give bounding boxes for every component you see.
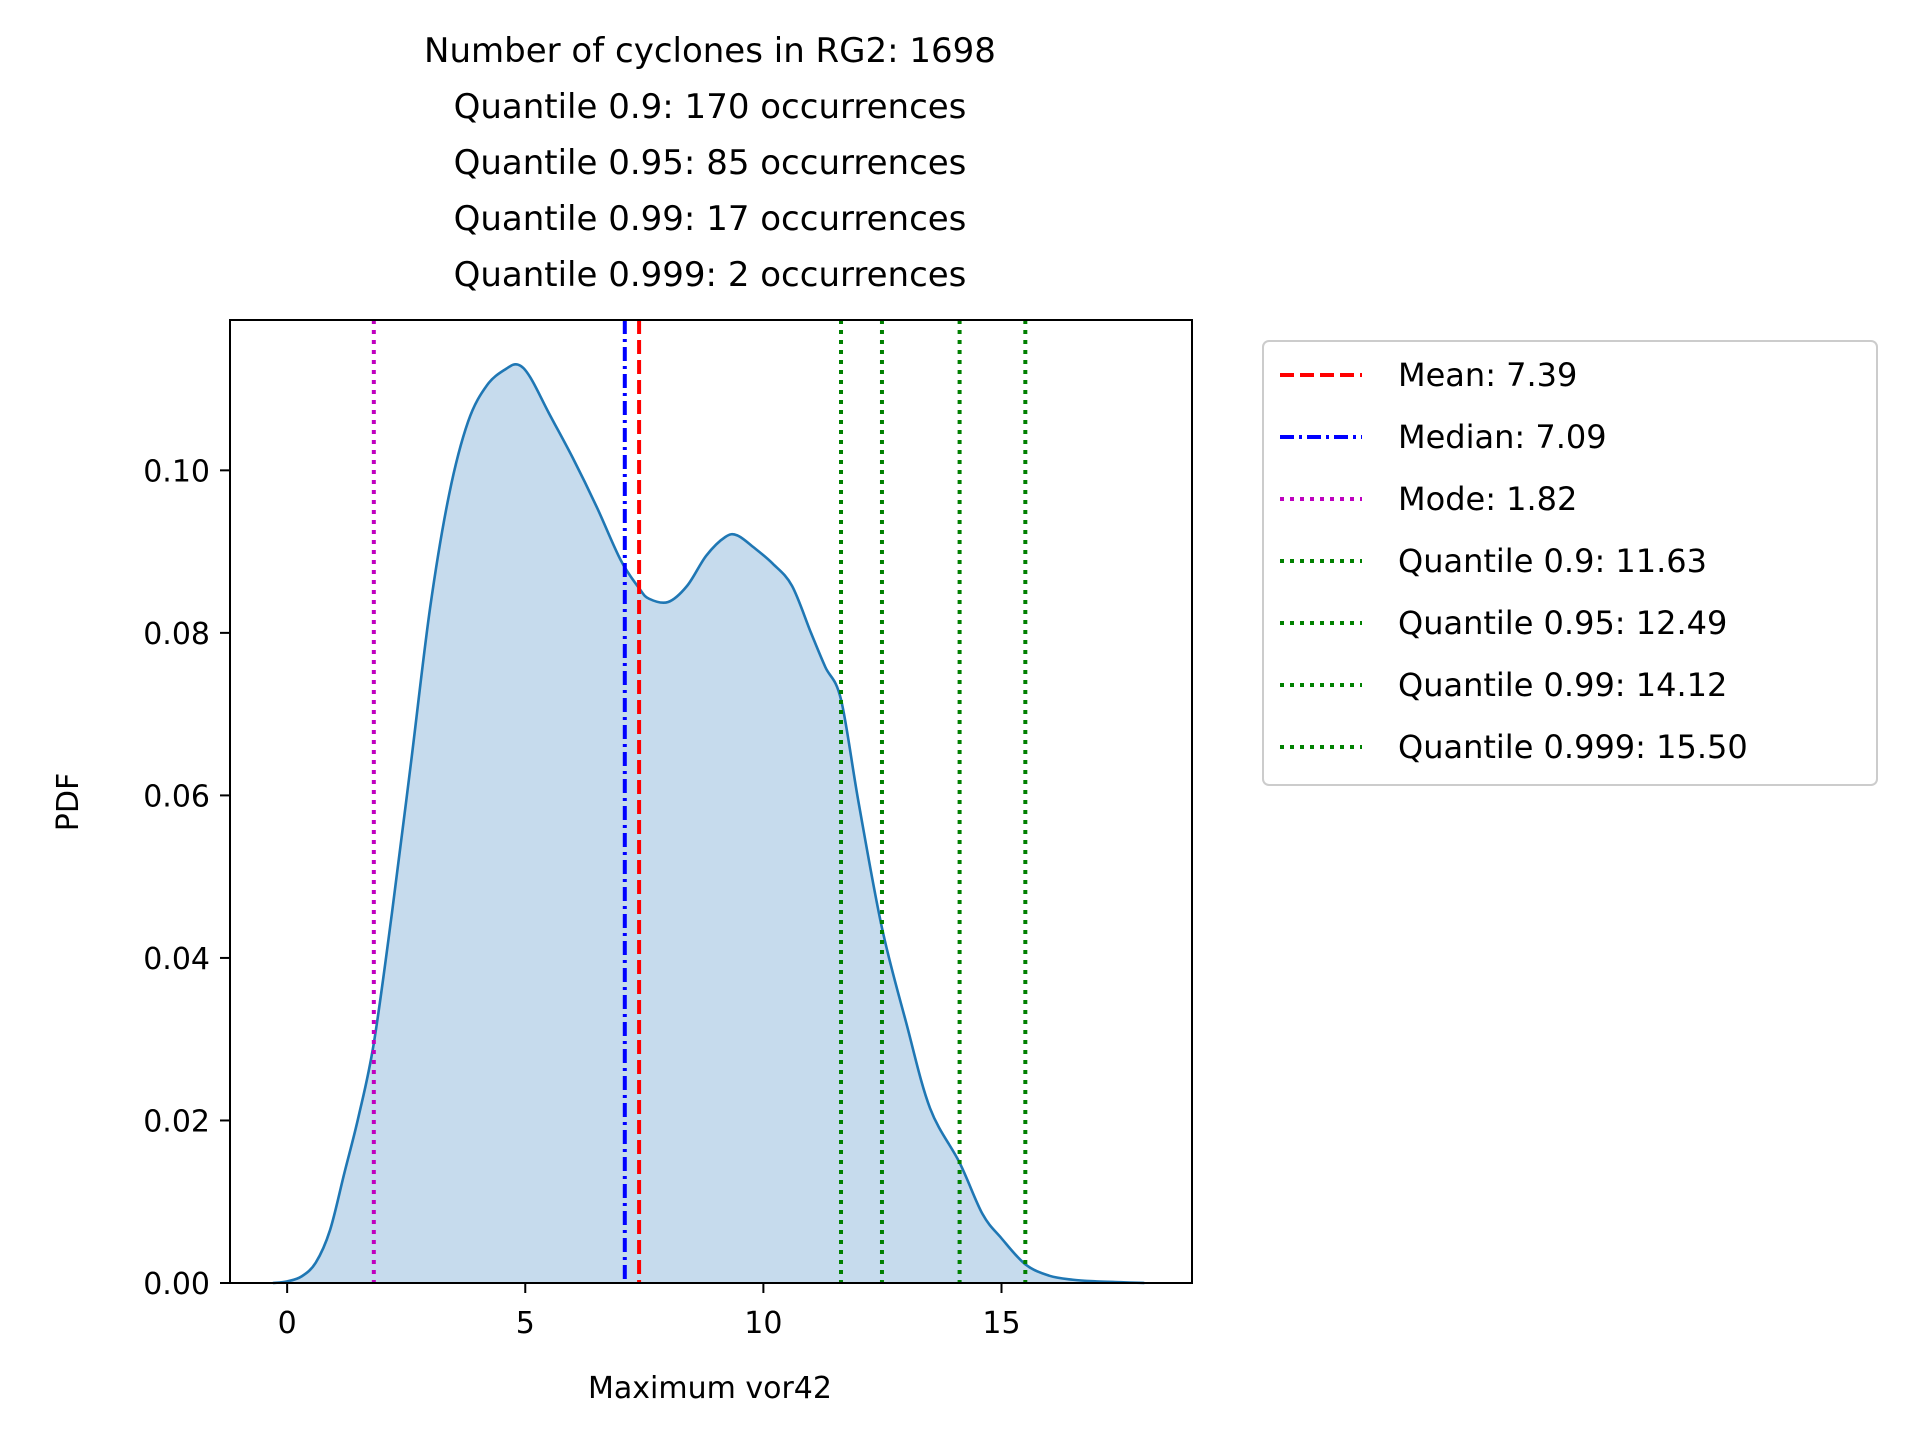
y-tick-label: 0.06 [143,779,210,814]
axes-frame [229,319,1193,1284]
title-line-4: Quantile 0.99: 17 occurrences [454,199,967,239]
y-axis-label: PDF [51,773,86,831]
chart-title: Number of cyclones in RG2: 1698 Quantile… [424,31,996,295]
legend-label: Quantile 0.999: 15.50 [1398,728,1748,766]
legend-entry: Quantile 0.99: 14.12 [1280,666,1727,704]
x-tick-label: 15 [982,1306,1020,1341]
legend-label: Quantile 0.99: 14.12 [1398,666,1727,704]
y-tick-label: 0.04 [143,942,210,977]
legend-label: Mode: 1.82 [1398,480,1577,518]
y-axis-ticks: 0.00 0.02 0.04 0.06 0.08 0.10 [143,454,230,1302]
legend-label: Quantile 0.95: 12.49 [1398,604,1727,642]
legend-label: Mean: 7.39 [1398,356,1577,394]
plot-area [229,319,1193,1285]
legend-entry: Quantile 0.999: 15.50 [1280,728,1748,766]
title-line-5: Quantile 0.999: 2 occurrences [454,255,967,295]
legend-entry: Mean: 7.39 [1280,356,1577,394]
legend: Mean: 7.39 Median: 7.09 Mode: 1.82 Quantile… [1262,340,1878,786]
x-axis-ticks: 0 5 10 15 [278,1283,1021,1341]
legend-items: Mean: 7.39 Median: 7.09 Mode: 1.82 Quantile… [1280,356,1748,766]
legend-entry: Quantile 0.9: 11.63 [1280,542,1707,580]
legend-entry: Median: 7.09 [1280,418,1607,456]
legend-label: Quantile 0.9: 11.63 [1398,542,1707,580]
x-axis-label: Maximum vor42 [588,1371,832,1406]
x-tick-label: 0 [278,1306,297,1341]
y-tick-label: 0.10 [143,454,210,489]
title-line-1: Number of cyclones in RG2: 1698 [424,31,996,71]
legend-label: Median: 7.09 [1398,418,1607,456]
x-tick-label: 10 [744,1306,782,1341]
reference-lines [371,320,1028,1283]
y-tick-label: 0.00 [143,1267,210,1302]
legend-frame [1262,340,1878,786]
x-tick-label: 5 [516,1306,535,1341]
kde-fill-area [272,364,1145,1284]
legend-entry: Mode: 1.82 [1280,480,1577,518]
title-line-3: Quantile 0.95: 85 occurrences [454,143,967,183]
kde-curve [272,362,1145,1285]
y-tick-label: 0.08 [143,617,210,652]
legend-entry: Quantile 0.95: 12.49 [1280,604,1727,642]
title-line-2: Quantile 0.9: 170 occurrences [454,87,967,127]
y-tick-label: 0.02 [143,1104,210,1139]
